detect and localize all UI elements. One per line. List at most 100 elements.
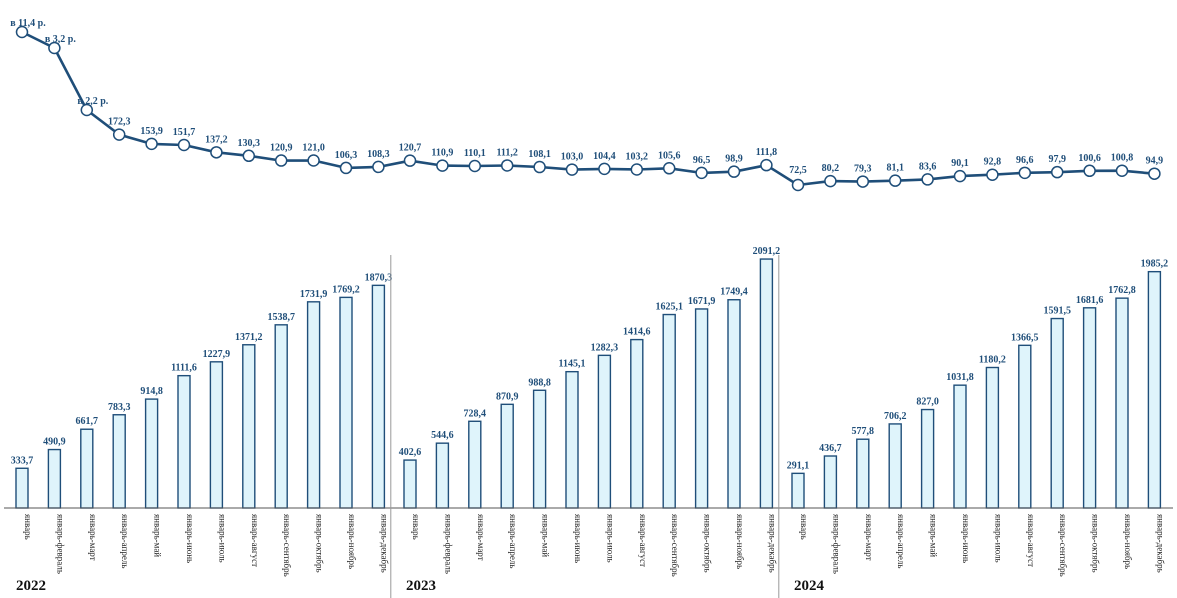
month-tick-label: январь — [799, 514, 809, 540]
bar-2024-5 — [920, 408, 935, 509]
trend-value-label: 92,8 — [984, 157, 1002, 168]
bar-2022-2 — [47, 448, 62, 509]
trend-value-label: 94,9 — [1146, 156, 1164, 167]
month-tick-label: январь-июнь — [961, 514, 971, 563]
bar-2024-9 — [1050, 317, 1064, 509]
bar-2023-10 — [694, 308, 709, 509]
bar-value-label: 1366,5 — [1011, 332, 1039, 343]
bar-2024-3 — [856, 438, 870, 509]
month-tick-label: январь-ноябрь — [735, 514, 745, 569]
bar-value-label: 1749,4 — [720, 287, 748, 298]
bar-value-label: 1985,2 — [1141, 259, 1169, 270]
trend-point — [1115, 164, 1129, 177]
trend-point — [112, 128, 126, 141]
trend-point — [598, 162, 611, 176]
bar-value-label: 783,3 — [108, 402, 131, 413]
trend-point — [662, 162, 676, 175]
trend-point — [307, 154, 320, 167]
bar-value-label: 577,8 — [852, 426, 875, 437]
bar-2023-5 — [532, 389, 547, 509]
trend-value-label: 96,6 — [1016, 155, 1034, 166]
trend-point — [888, 174, 902, 187]
trend-point — [856, 175, 870, 188]
month-tick-label: январь-сентябрь — [670, 514, 680, 577]
trend-value-label: 121,0 — [302, 143, 325, 154]
bar-2022-9 — [274, 324, 288, 509]
trend-point — [1018, 166, 1032, 180]
bar-2024-6 — [953, 384, 967, 509]
bar-2024-8 — [1018, 344, 1032, 509]
bar-value-label: 870,9 — [496, 391, 519, 402]
bar-value-label: 1769,2 — [332, 284, 360, 295]
trend-value-label: 100,6 — [1078, 153, 1101, 164]
trend-value-label: 108,3 — [367, 149, 390, 160]
trend-value-label: 110,9 — [431, 148, 453, 159]
bar-2022-12 — [371, 284, 386, 509]
trend-value-label: 80,2 — [822, 163, 840, 174]
trend-value-label: 100,8 — [1111, 153, 1134, 164]
month-tick-label: январь-апрель — [508, 514, 518, 568]
bar-value-label: 706,2 — [884, 411, 907, 422]
bar-value-label: 1145,1 — [559, 359, 586, 370]
month-tick-label: январь-октябрь — [703, 514, 713, 573]
bar-2022-10 — [306, 301, 321, 509]
trend-point — [953, 169, 967, 183]
trend-value-label: в 2,2 р. — [77, 96, 108, 107]
bar-2023-11 — [727, 299, 741, 509]
bar-value-label: 1371,2 — [235, 332, 263, 343]
month-tick-label: январь-октябрь — [315, 514, 325, 573]
trend-point — [145, 137, 158, 151]
month-tick-label: январь-июнь — [573, 514, 583, 563]
trend-point — [436, 159, 449, 172]
bar-value-label: 1731,9 — [300, 289, 328, 300]
bar-2024-10 — [1082, 307, 1097, 509]
trend-value-label: 111,2 — [496, 147, 517, 158]
bar-2023-1 — [403, 459, 417, 509]
trend-value-label: 110,1 — [464, 148, 486, 159]
bar-2022-5 — [144, 398, 159, 509]
trend-point — [15, 25, 29, 39]
trend-value-label: 172,3 — [108, 117, 131, 128]
year-label-2024: 2024 — [794, 578, 825, 594]
trend-point — [48, 41, 61, 55]
bar-2024-2 — [823, 455, 838, 509]
trend-point — [727, 165, 741, 178]
month-tick-label: январь-май — [541, 514, 551, 557]
trend-point — [695, 166, 708, 180]
bar-2022-11 — [339, 296, 353, 509]
axis-layer: январь январь-февраль январь-март январь-ап… — [4, 255, 1173, 598]
bar-value-label: 728,4 — [464, 408, 487, 419]
bar-value-label: 1538,7 — [267, 312, 295, 323]
trend-value-label: 153,9 — [140, 126, 163, 137]
bar-2022-7 — [209, 361, 224, 509]
bar-2023-9 — [662, 313, 676, 509]
trend-point — [403, 154, 417, 167]
trend-value-label: 97,9 — [1048, 154, 1066, 165]
bar-value-label: 402,6 — [399, 447, 422, 458]
trend-point — [791, 178, 805, 192]
bar-value-label: 1591,5 — [1043, 306, 1071, 317]
trend-value-label: 103,0 — [561, 152, 584, 163]
bar-value-label: 827,0 — [916, 397, 939, 408]
month-tick-label: январь-август — [250, 514, 260, 567]
month-tick-label: январь-апрель — [896, 514, 906, 568]
month-tick-label: январь-февраль — [831, 514, 841, 574]
trend-point — [372, 160, 385, 174]
trend-point — [80, 103, 94, 117]
trend-point — [565, 163, 579, 176]
bar-value-label: 1681,6 — [1076, 295, 1104, 306]
trend-value-label: 83,6 — [919, 161, 937, 172]
trend-value-label: 98,9 — [725, 154, 743, 165]
trend-value-label: 130,3 — [238, 138, 261, 149]
bar-2022-3 — [80, 428, 94, 509]
bar-2023-4 — [500, 403, 514, 509]
month-tick-label: январь-декабрь — [767, 514, 777, 573]
bar-value-label: 1111,6 — [171, 363, 197, 374]
bar-2024-1 — [791, 472, 805, 509]
trend-value-label: 79,3 — [854, 164, 872, 175]
trend-value-label: 90,1 — [951, 158, 969, 169]
bar-2023-6 — [565, 370, 579, 509]
bar-value-label: 661,7 — [76, 416, 99, 427]
trend-value-label: 81,1 — [886, 163, 904, 174]
bar-value-label: 436,7 — [819, 443, 842, 454]
